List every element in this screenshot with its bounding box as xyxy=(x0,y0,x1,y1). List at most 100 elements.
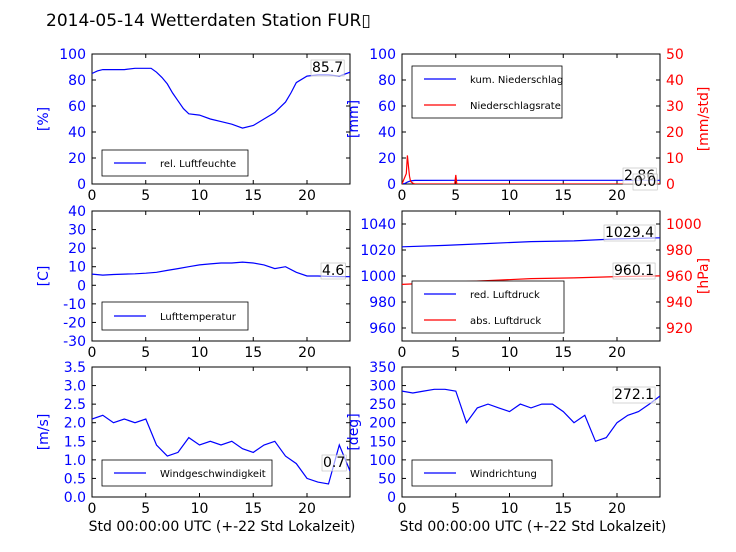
x-tick-label: 20 xyxy=(608,188,626,204)
last-value-box xyxy=(612,386,656,404)
y-tick-label: 40 xyxy=(68,125,86,141)
y-tick-label: 60 xyxy=(68,99,86,115)
y-tick-label: 2.5 xyxy=(64,397,86,413)
y-tick-label: 200 xyxy=(369,416,396,432)
y-tick-label: 20 xyxy=(378,151,396,167)
y-tick-label-right: 50 xyxy=(666,47,684,63)
x-tick-label: 15 xyxy=(244,345,262,361)
x-tick-label: 0 xyxy=(398,345,407,361)
x-axis-label-left: Std 00:00:00 UTC (+-22 Std Lokalzeit) xyxy=(89,519,356,535)
y-tick-label-right: 980 xyxy=(666,243,693,259)
y-tick-label: 50 xyxy=(378,471,396,487)
y-tick-label: 40 xyxy=(378,125,396,141)
last-value-label: 0.7 xyxy=(323,455,345,471)
last-value-box xyxy=(321,454,347,472)
y-axis-label-right: [hPa] xyxy=(696,258,712,294)
y-tick-label: 1.0 xyxy=(64,453,86,469)
y-tick-label: 100 xyxy=(59,47,86,63)
x-tick-label: 20 xyxy=(608,345,626,361)
x-tick-label: 0 xyxy=(88,501,97,517)
x-tick-label: 5 xyxy=(451,188,460,204)
y-tick-label: 40 xyxy=(68,204,86,220)
legend: red. Luftdruck abs. Luftdruck xyxy=(411,280,565,334)
y-axis-label: [m/s] xyxy=(36,414,52,451)
y-tick-label: 20 xyxy=(68,241,86,257)
x-tick-label: 10 xyxy=(501,188,519,204)
x-tick-label: 20 xyxy=(298,345,316,361)
y-tick-label: 1040 xyxy=(360,217,396,233)
y-tick-label: 980 xyxy=(369,295,396,311)
plot-frame xyxy=(91,53,351,185)
panel-pressure: 0 5 10 15 20 960 980 1000 1020 1040 920 940 960 980 10… xyxy=(360,210,712,361)
x-tick-label: 10 xyxy=(191,345,209,361)
last-value-label: 4.6 xyxy=(322,263,344,279)
y-tick-label: 60 xyxy=(378,99,396,115)
y-tick-label: 0.5 xyxy=(64,471,86,487)
last-value-box xyxy=(310,59,345,77)
y-tick-label: 80 xyxy=(378,73,396,89)
y-tick-label: 1020 xyxy=(360,243,396,259)
series-line-0 xyxy=(92,414,350,485)
x-tick-label: 5 xyxy=(141,188,150,204)
y-tick-label: 3.5 xyxy=(64,360,86,376)
y-tick-label-right: 920 xyxy=(666,321,693,337)
series-line-1 xyxy=(402,155,660,184)
last-value-box xyxy=(603,224,656,242)
x-tick-label: 15 xyxy=(244,188,262,204)
legend-entry: Lufttemperatur xyxy=(160,312,237,323)
x-tick-label: 15 xyxy=(554,501,572,517)
y-tick-label: 100 xyxy=(369,47,396,63)
series-line-0 xyxy=(402,388,660,443)
x-tick-label: 15 xyxy=(244,501,262,517)
panel-wind_direction: 0 5 10 15 20050100150200250300350[deg]Windri… xyxy=(346,360,661,517)
last-value-label: 85.7 xyxy=(312,60,343,76)
legend: Lufttemperatur xyxy=(101,301,249,331)
y-tick-label: 1000 xyxy=(360,269,396,285)
y-tick-label: 150 xyxy=(369,434,396,450)
legend-entry: kum. Niederschlag xyxy=(470,75,563,86)
legend-entry: Windrichtung xyxy=(470,469,537,480)
y-tick-label-right: 20 xyxy=(666,125,684,141)
y-tick-label: 100 xyxy=(369,453,396,469)
y-axis-label: [C] xyxy=(36,266,52,287)
panel-temperature: 0 5 10 15 20 -30 -20 -10 0 10 20 30 40 [C] Lufttempera… xyxy=(36,204,351,361)
y-tick-label-right: 40 xyxy=(666,73,684,89)
plot-frame xyxy=(91,210,351,342)
y-tick-label: -10 xyxy=(63,297,86,313)
y-axis-label: [deg] xyxy=(346,413,362,450)
panel-precipitation: 0 5 10 15 20 0 20 40 60 80 100 0 10 20 30 40 50 [mm] [mm/s… xyxy=(346,47,712,204)
legend-box xyxy=(411,280,565,334)
panel-wind_speed: 0 5 10 15 20 0.0 0.5 1.0 1.5 2.0 2.5 3.0 3.5 [m/s] Win… xyxy=(36,360,351,517)
x-tick-label: 20 xyxy=(298,501,316,517)
legend-entry: abs. Luftdruck xyxy=(470,316,541,327)
legend-entry: Niederschlagsrate xyxy=(470,101,561,112)
y-axis-label-right: [mm/std] xyxy=(696,87,712,152)
last-value-box xyxy=(612,262,656,280)
y-tick-label: 1.5 xyxy=(64,434,86,450)
y-axis-label: [%] xyxy=(36,107,52,131)
y-tick-label: 0 xyxy=(387,177,396,193)
x-tick-label: 10 xyxy=(191,188,209,204)
y-tick-label: 10 xyxy=(68,260,86,276)
x-axis-label-right: Std 00:00:00 UTC (+-22 Std Lokalzeit) xyxy=(400,519,667,535)
x-tick-label: 15 xyxy=(554,345,572,361)
x-tick-label: 0 xyxy=(88,188,97,204)
legend-entry: Windgeschwindigkeit xyxy=(160,469,266,480)
legend: rel. Luftfeuchte xyxy=(101,149,249,177)
y-tick-label: 3.0 xyxy=(64,379,86,395)
y-tick-label: 0 xyxy=(77,177,86,193)
x-tick-label: 0 xyxy=(398,501,407,517)
legend-entry: red. Luftdruck xyxy=(470,290,540,301)
y-tick-label: 80 xyxy=(68,73,86,89)
x-tick-label: 15 xyxy=(554,188,572,204)
x-tick-label: 0 xyxy=(398,188,407,204)
y-tick-label-right: 30 xyxy=(666,99,684,115)
plot-frame xyxy=(401,366,661,498)
legend: Windgeschwindigkeit xyxy=(101,459,273,487)
x-tick-label: 20 xyxy=(298,188,316,204)
x-tick-label: 5 xyxy=(451,345,460,361)
y-axis-label: [mm] xyxy=(346,100,362,138)
y-tick-label: 0 xyxy=(387,490,396,506)
y-tick-label-right: 10 xyxy=(666,151,684,167)
